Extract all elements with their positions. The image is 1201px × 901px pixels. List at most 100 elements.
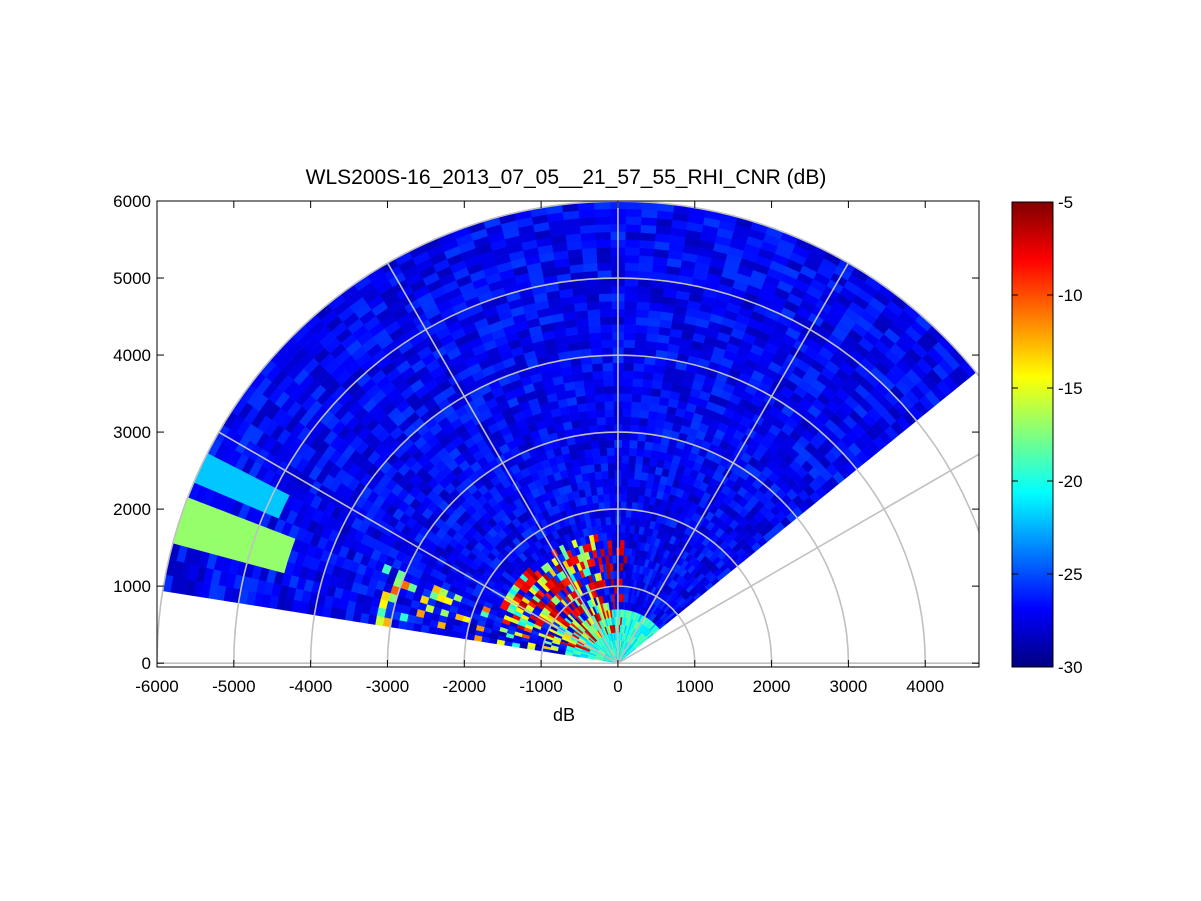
heat-cell (574, 309, 589, 320)
heat-cell (596, 262, 612, 272)
heat-cell (642, 371, 654, 381)
colorbar-gradient (1012, 202, 1053, 667)
heat-cell (641, 464, 650, 474)
heat-cell (650, 449, 660, 460)
heat-cell (576, 402, 588, 413)
heat-cell (602, 485, 610, 495)
heat-cell (622, 393, 633, 402)
heat-cell (640, 394, 651, 404)
heat-cell (620, 508, 627, 518)
heat-cell (627, 462, 636, 472)
heat-cell (619, 524, 626, 533)
heat-cell (397, 620, 408, 630)
heat-cell (580, 232, 597, 242)
heat-cell (634, 324, 648, 334)
heat-cell (622, 401, 632, 410)
heat-cell (629, 524, 636, 534)
heat-cell (604, 509, 611, 518)
x-tick-label: -6000 (135, 677, 178, 696)
heat-cell (639, 409, 650, 419)
x-tick-label: 1000 (676, 677, 714, 696)
heat-cell (443, 629, 453, 637)
heat-cell (611, 539, 617, 549)
heat-cell (624, 262, 640, 272)
heat-cell (648, 457, 658, 467)
heat-cell (648, 302, 663, 312)
heat-cell (427, 626, 438, 635)
heat-cell (640, 471, 649, 481)
heat-cell (624, 532, 630, 541)
heat-cell (612, 562, 617, 572)
heat-cell (589, 339, 602, 349)
heat-cell (606, 447, 615, 456)
heat-cell (588, 324, 601, 334)
heat-cell (594, 223, 611, 233)
heat-cell (582, 255, 598, 265)
heat-cell (620, 516, 626, 525)
heat-cell (623, 324, 636, 333)
y-tick-label: 2000 (113, 500, 151, 519)
heat-cell (578, 410, 589, 420)
heat-cell (595, 247, 612, 256)
heat-cell (586, 409, 597, 419)
heat-cell (607, 470, 615, 479)
heat-cell (593, 385, 605, 395)
heat-cell (602, 377, 614, 387)
heat-cell (622, 354, 635, 364)
heat-cell (580, 239, 597, 250)
heat-cell (619, 539, 625, 549)
heat-cell (628, 447, 637, 457)
heat-cell (625, 208, 642, 218)
heat-cell (633, 478, 641, 488)
heat-cell (601, 478, 609, 487)
heat-cell (576, 325, 590, 335)
heat-cell (628, 532, 635, 542)
heat-cell (585, 402, 597, 412)
heat-cell (624, 277, 639, 287)
heat-cell (578, 340, 591, 350)
heat-cell (618, 593, 622, 602)
heat-cell (592, 378, 604, 388)
heat-cell (594, 393, 605, 403)
heat-cell (622, 370, 634, 379)
colorbar-tick-label: -30 (1058, 658, 1083, 677)
y-tick-label: 5000 (113, 269, 151, 288)
heat-cell (624, 254, 640, 264)
heat-cell (621, 462, 629, 472)
heat-cell (412, 623, 423, 633)
heat-cell (630, 416, 640, 426)
heat-cell (631, 385, 643, 395)
heat-cell (621, 447, 630, 456)
heat-cell (610, 531, 617, 541)
heat-cell (635, 455, 644, 465)
heat-cell (619, 555, 624, 564)
heat-cell (571, 286, 587, 297)
heat-cell (619, 547, 625, 556)
x-tick-label: 3000 (829, 677, 867, 696)
heat-cell (623, 547, 629, 556)
heat-cell (584, 285, 599, 296)
heat-cell (577, 332, 591, 343)
heat-cell (646, 325, 660, 335)
heat-cell (598, 439, 607, 449)
heat-cell (641, 209, 658, 219)
heat-cell (623, 308, 637, 318)
x-tick-label: 4000 (906, 677, 944, 696)
heat-cell (602, 493, 610, 503)
y-tick-label: 4000 (113, 346, 151, 365)
heat-cell (626, 485, 634, 495)
x-axis-label: dB (553, 705, 575, 725)
heat-cell (596, 416, 606, 426)
heat-cell (420, 624, 430, 634)
heat-cell (581, 363, 593, 373)
heat-cell (603, 501, 611, 510)
heat-cell (647, 465, 657, 475)
heat-cell (585, 293, 600, 303)
heat-cell (586, 309, 601, 319)
heat-cell (609, 508, 616, 518)
x-tick-label: 2000 (753, 677, 791, 696)
heat-cell (625, 216, 642, 225)
heat-cell (626, 478, 635, 487)
heat-cell (623, 331, 636, 341)
heat-cell (599, 324, 613, 333)
